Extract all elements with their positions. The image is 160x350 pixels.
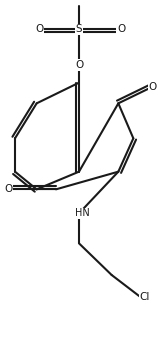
Text: O: O: [148, 82, 157, 92]
Text: Cl: Cl: [140, 292, 150, 302]
Text: O: O: [75, 60, 83, 70]
Text: HN: HN: [75, 208, 89, 218]
Text: O: O: [117, 25, 125, 34]
Text: O: O: [4, 184, 12, 194]
Text: O: O: [35, 25, 43, 34]
Text: S: S: [76, 25, 82, 34]
